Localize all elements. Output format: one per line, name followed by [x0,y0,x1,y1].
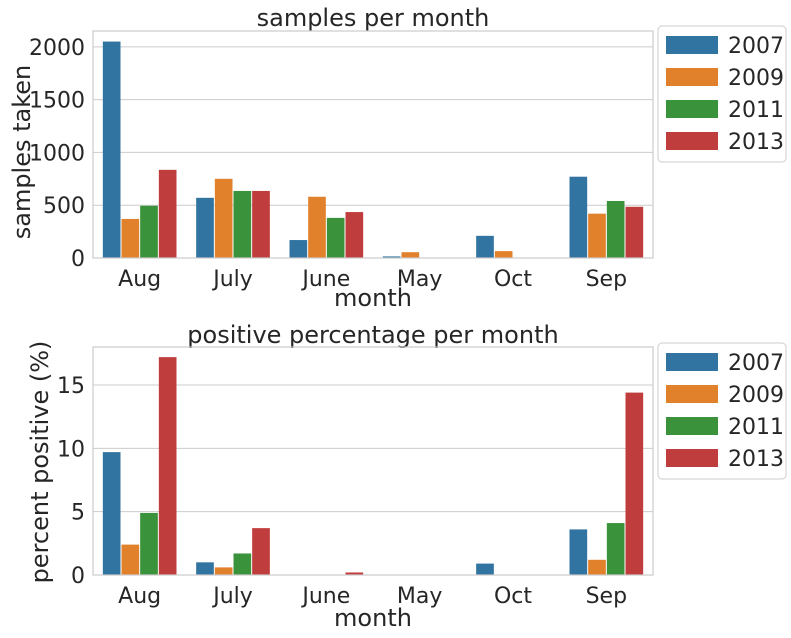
y-axis-label: samples taken [8,65,36,240]
x-tick-label: June [300,267,350,292]
y-tick-label: 15 [57,374,85,399]
bar-sep-2007 [569,529,588,575]
x-tick-label: May [397,267,442,292]
legend-box [657,25,787,163]
y-tick-label: 0 [71,564,85,589]
y-axis-label: percent positive (%) [26,341,54,584]
bar-june-2013 [345,212,364,258]
legend-label-2011: 2011 [728,98,784,123]
legend-swatch-2007 [666,353,718,371]
x-tick-label: Oct [494,584,532,609]
bar-july-2013 [252,190,270,258]
legend-label-2013: 2013 [728,447,784,472]
legend-swatch-2009 [666,68,718,86]
chart-title: positive percentage per month [187,321,558,349]
legend: 2007 2009 2011 2013 [657,342,787,480]
legend-swatch-2011 [666,100,718,118]
legend-label-2009: 2009 [728,383,784,408]
bar-july-2009 [214,178,233,258]
legend-label-2013: 2013 [728,130,784,155]
plot-frame [92,346,654,576]
x-tick-label: July [211,267,253,292]
bar-aug-2011 [140,205,158,258]
x-tick-label: Sep [586,584,627,609]
bar-sep-2011 [606,523,625,575]
x-tick-label: Aug [118,267,161,292]
bar-july-2013 [252,528,270,575]
legend-box [657,342,787,480]
bar-may-2009 [401,252,420,258]
bar-aug-2011 [140,512,158,575]
y-tick-label: 0 [71,247,85,272]
bar-aug-2009 [121,544,140,575]
x-axis-label: month [334,284,412,312]
y-tick-label: 1000 [29,141,85,166]
bar-oct-2007 [476,235,494,258]
bar-june-2009 [308,196,326,258]
bar-aug-2007 [102,41,121,259]
x-tick-label: May [397,584,442,609]
bar-june-2013 [345,572,364,575]
x-tick-label: Oct [494,267,532,292]
bar-july-2007 [196,197,214,258]
bar-aug-2007 [102,452,121,575]
bar-june-2007 [289,240,308,258]
bar-sep-2013 [625,206,644,258]
bar-sep-2009 [588,213,606,258]
bar-sep-2009 [588,559,606,575]
x-tick-label: Sep [586,267,627,292]
y-tick-label: 1500 [29,89,85,114]
legend-label-2007: 2007 [728,351,784,376]
bar-july-2011 [233,553,252,575]
legend-swatch-2009 [666,385,718,403]
legend-swatch-2013 [666,132,718,150]
bar-oct-2009 [494,251,513,258]
y-tick-label: 2000 [29,36,85,61]
y-tick-label: 5 [71,501,85,526]
legend-swatch-2011 [666,417,718,435]
x-tick-label: July [211,584,253,609]
bar-july-2007 [196,562,214,575]
bar-aug-2009 [121,218,140,258]
legend-label-2009: 2009 [728,66,784,91]
bar-sep-2011 [606,200,625,258]
x-tick-label: June [300,584,350,609]
x-tick-label: Aug [118,584,161,609]
samples-per-month-chart: samples per month samples taken month 0 5… [8,4,787,312]
x-axis-label: month [334,604,412,632]
bar-aug-2013 [158,169,177,258]
legend-swatch-2013 [666,449,718,467]
positive-percentage-chart: positive percentage per month percent po… [26,321,787,632]
legend-label-2011: 2011 [728,415,784,440]
legend-swatch-2007 [666,36,718,54]
plot-frame [92,30,654,259]
y-tick-label: 10 [57,437,85,462]
bar-oct-2007 [476,563,494,575]
bar-july-2009 [214,567,233,575]
bar-sep-2007 [569,176,588,258]
bar-july-2011 [233,190,252,258]
bar-june-2011 [326,217,345,258]
y-tick-label: 500 [43,194,85,219]
bar-aug-2013 [158,357,177,575]
bar-may-2007 [382,256,401,258]
legend: 2007 2009 2011 2013 [657,25,787,163]
bar-sep-2013 [625,392,644,575]
chart-title: samples per month [257,4,490,32]
legend-label-2007: 2007 [728,34,784,59]
